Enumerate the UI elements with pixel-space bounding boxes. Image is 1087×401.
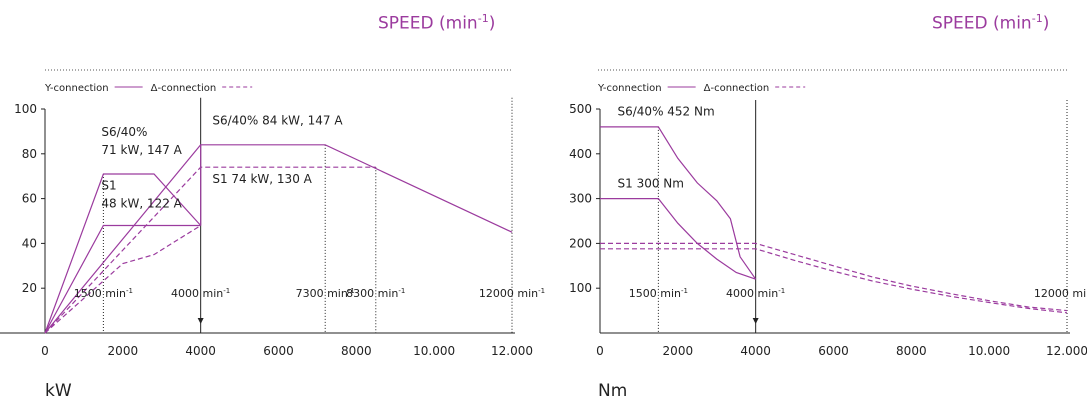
legend-delta-label: Δ-connection [704, 83, 770, 94]
x-tick-label: 6000 [263, 344, 294, 358]
x-tick-label: 4000 [740, 344, 771, 358]
y-tick-label: 40 [22, 236, 37, 250]
series-line-1 [600, 126, 757, 280]
annotation-label: S6/40% 452 Nm [618, 105, 715, 119]
x-tick-label: 8000 [341, 344, 372, 358]
x-tick-label: 2000 [108, 344, 139, 358]
x-tick-label: 6000 [818, 344, 849, 358]
speed-label: 7300 min-1 [296, 287, 355, 300]
y-tick-label: 300 [569, 192, 592, 206]
annotation-label: 48 kW, 122 A [101, 197, 182, 211]
annotation-label: S6/40% [101, 125, 147, 139]
y-tick-label: 20 [22, 281, 37, 295]
speed-label: 12000 min-1 [479, 287, 545, 300]
series-line-4 [44, 144, 202, 334]
x-tick-label: 2000 [663, 344, 694, 358]
speed-label: 8300 min-1 [346, 287, 405, 300]
series-line-2 [44, 224, 201, 334]
x-tick-label: 12.000 [491, 344, 533, 358]
legend-y-label: Y-connection [597, 83, 662, 94]
series-line-4 [600, 248, 1068, 314]
speed-label: 12000 min-1 [1034, 287, 1087, 300]
y-tick-label: 100 [569, 281, 592, 295]
x-tick-label: 12.000 [1046, 344, 1087, 358]
y-tick-label: 100 [14, 102, 37, 116]
y-tick-label: 80 [22, 147, 37, 161]
speed-label: 4000 min-1 [171, 287, 230, 300]
legend-delta-label: Δ-connection [151, 83, 217, 94]
arrow-down-icon [752, 318, 759, 324]
annotation-label: S1 300 Nm [618, 176, 684, 190]
y-tick-label: 400 [569, 147, 592, 161]
x-tick-label: 10.000 [413, 344, 455, 358]
series-line-2 [600, 198, 756, 280]
series-line-6 [44, 224, 202, 334]
speed-label: 1500 min-1 [629, 287, 688, 300]
series-line-5 [44, 166, 376, 334]
annotation-label: 71 kW, 147 A [101, 143, 182, 157]
arrow-down-icon [197, 318, 204, 324]
chart-power: Y-connection Δ-connection 20 40 60 80 100 0 2000… [0, 69, 545, 358]
x-tick-label: 0 [596, 344, 604, 358]
x-tick-label: 10.000 [968, 344, 1010, 358]
speed-title-right: SPEED (min-1) [932, 12, 1050, 34]
y-tick-label: 200 [569, 236, 592, 250]
annotation-label: S6/40% 84 kW, 147 A [212, 114, 343, 128]
unit-label-kw: kW [45, 381, 72, 401]
y-tick-label: 500 [569, 102, 592, 116]
annotation-label: S1 74 kW, 130 A [212, 172, 312, 186]
x-tick-label: 4000 [185, 344, 216, 358]
speed-title-left: SPEED (min-1) [378, 12, 496, 34]
y-tick-label: 60 [22, 192, 37, 206]
unit-label-nm: Nm [598, 381, 628, 401]
legend-y-label: Y-connection [44, 83, 109, 94]
annotation-label: S1 [101, 179, 116, 193]
x-tick-label: 8000 [896, 344, 927, 358]
series-line-3 [200, 144, 513, 233]
speed-label: 4000 min-1 [726, 287, 785, 300]
series-line-3 [600, 242, 1068, 312]
series-line-1 [44, 173, 202, 334]
x-tick-label: 0 [41, 344, 49, 358]
chart-torque: Y-connection Δ-connection 100 200 300 400 500 0… [569, 69, 1087, 358]
speed-label: 1500 min-1 [74, 287, 133, 300]
